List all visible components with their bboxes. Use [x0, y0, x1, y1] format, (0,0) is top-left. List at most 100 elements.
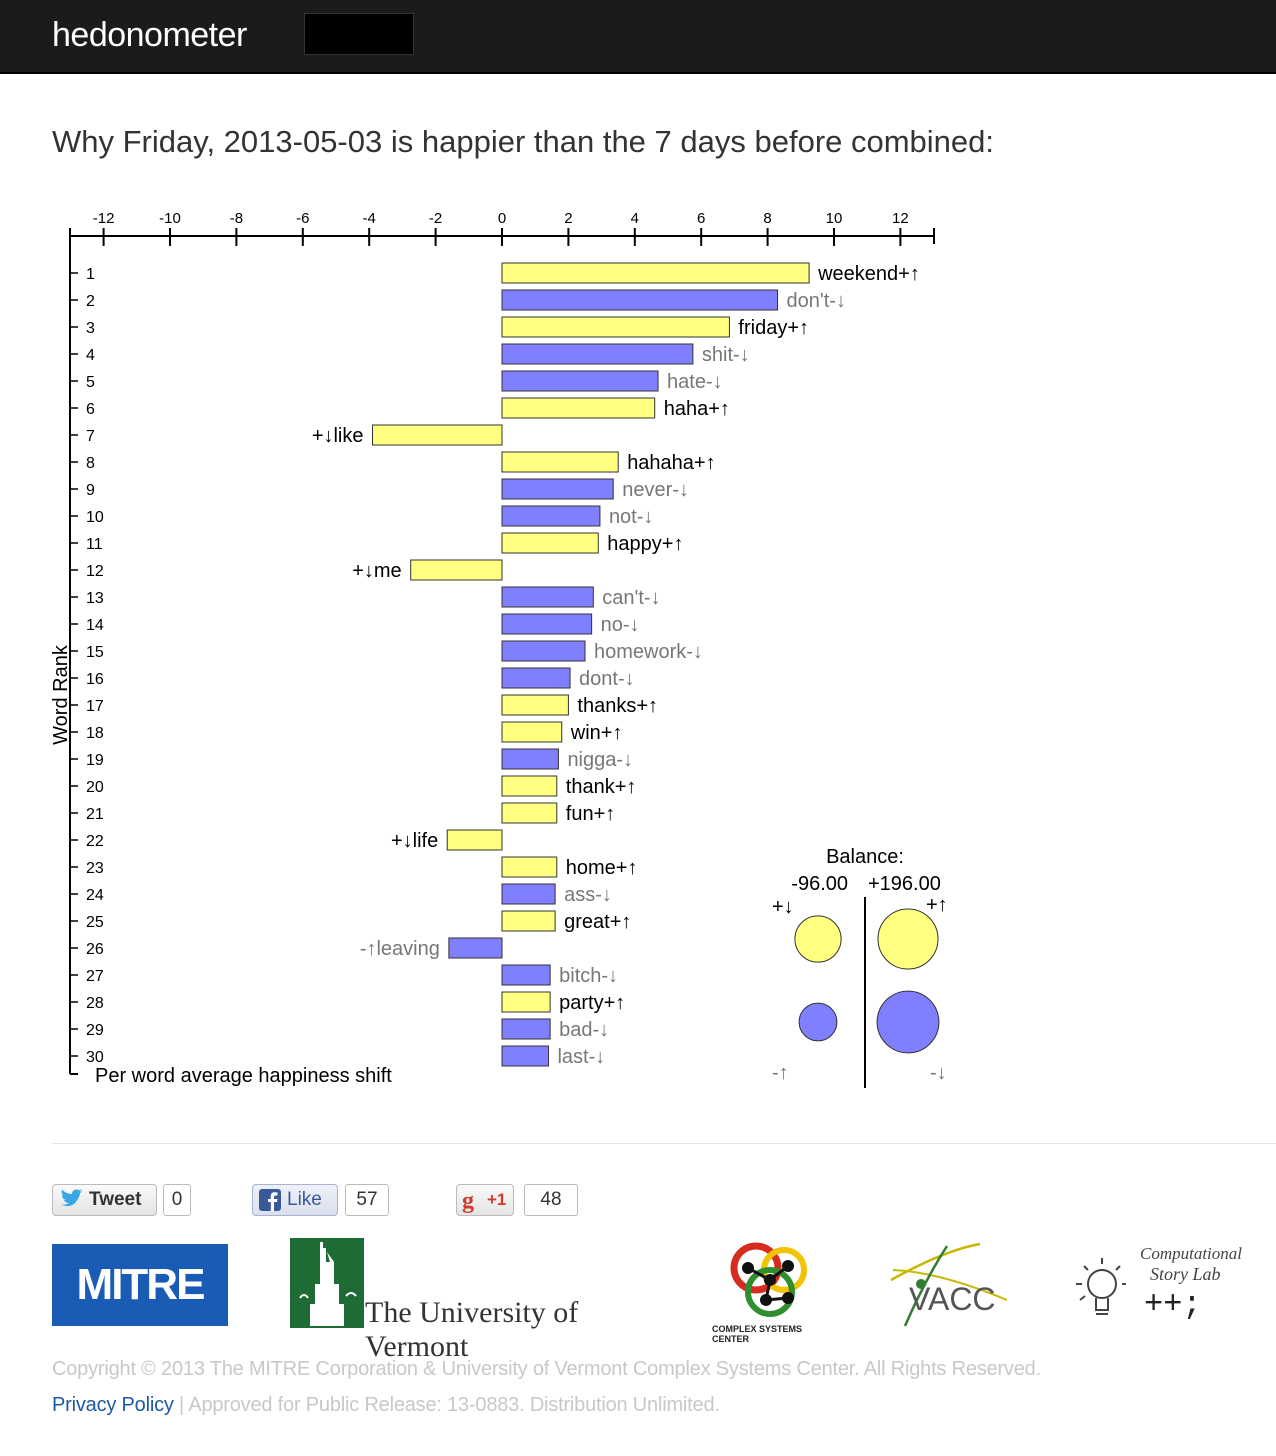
footer-release-line: Privacy Policy | Approved for Public Rel…	[52, 1394, 720, 1417]
word-bar	[501, 991, 551, 1013]
word-bar	[501, 613, 593, 635]
brand-link[interactable]: hedonometer	[52, 16, 247, 54]
rank-label: 25	[86, 914, 104, 931]
mitre-logo[interactable]: MITRE	[52, 1244, 228, 1326]
csc-logo[interactable]: COMPLEX SYSTEMS CENTER	[712, 1240, 837, 1344]
google-g-icon: g	[462, 1188, 474, 1214]
rank-label: 10	[86, 509, 104, 526]
rank-label: 19	[86, 752, 104, 769]
word-bar	[501, 748, 559, 770]
uvm-wordmark: The University of Vermont	[365, 1296, 579, 1363]
word-bar	[501, 721, 563, 743]
rank-label: 17	[86, 698, 104, 715]
nav-date-box[interactable]	[304, 13, 414, 55]
word-bar	[501, 883, 556, 905]
balance-positive-total: +196.00	[868, 873, 941, 895]
balance-circle-plus-up	[877, 908, 939, 970]
rank-label: 30	[86, 1049, 104, 1066]
plusone-count: 48	[524, 1184, 578, 1216]
x-tick-label: -8	[230, 210, 243, 227]
x-tick-label: 4	[631, 210, 639, 227]
word-bar	[501, 640, 586, 662]
word-label: -↑leaving	[360, 938, 440, 960]
rank-label: 3	[86, 320, 95, 337]
csl-title-line2: Story Lab	[1150, 1264, 1221, 1284]
word-label: happy+↑	[607, 533, 683, 555]
word-label: no-↓	[601, 614, 640, 636]
word-label: shit-↓	[702, 344, 750, 366]
like-count: 57	[345, 1184, 389, 1216]
x-tick-label: 8	[763, 210, 771, 227]
x-tick-label: 10	[826, 210, 843, 227]
rank-label: 16	[86, 671, 104, 688]
balance-title: Balance:	[826, 846, 904, 868]
x-tick-label: 6	[697, 210, 705, 227]
twitter-bird-icon	[61, 1189, 83, 1207]
x-tick-label: 2	[564, 210, 572, 227]
word-bar	[446, 829, 503, 851]
vacc-logo[interactable]: VACC	[885, 1240, 1015, 1332]
balance-plus-down-label: +↓	[772, 896, 794, 918]
balance-minus-up-label: -↑	[772, 1062, 789, 1084]
word-bar	[501, 262, 810, 284]
rank-label: 7	[86, 428, 95, 445]
csc-network-icon	[730, 1242, 807, 1317]
rank-label: 8	[86, 455, 95, 472]
tweet-count: 0	[163, 1184, 191, 1216]
x-tick-label: -12	[93, 210, 115, 227]
rank-label: 13	[86, 590, 104, 607]
like-button[interactable]: Like	[252, 1184, 338, 1216]
word-label: never-↓	[622, 479, 689, 501]
word-label: +↓life	[391, 830, 438, 852]
word-label: last-↓	[557, 1046, 605, 1068]
word-label: +↓like	[312, 425, 364, 447]
like-label: Like	[287, 1189, 322, 1210]
word-bar	[501, 478, 614, 500]
tweet-button[interactable]: Tweet	[52, 1184, 157, 1216]
balance-circle-plus-down	[794, 915, 842, 963]
word-bar	[501, 910, 556, 932]
x-tick-label: 12	[892, 210, 909, 227]
word-bar	[372, 424, 503, 446]
copyright-text: Copyright © 2013 The MITRE Corporation &…	[52, 1358, 1041, 1380]
uvm-tower-icon	[290, 1238, 364, 1328]
uvm-logo[interactable]: The University of Vermont	[290, 1238, 670, 1363]
word-bar	[501, 964, 551, 986]
word-bar	[501, 451, 619, 473]
word-label: bad-↓	[559, 1019, 609, 1041]
word-label: bitch-↓	[559, 965, 618, 987]
plusone-button[interactable]: g +1	[456, 1184, 514, 1216]
rank-label: 21	[86, 806, 104, 823]
facebook-icon	[259, 1189, 281, 1211]
word-label: nigga-↓	[567, 749, 633, 771]
word-bar	[501, 694, 569, 716]
word-bar	[501, 1018, 551, 1040]
lightbulb-icon	[1076, 1258, 1126, 1315]
x-tick-label: -2	[429, 210, 442, 227]
privacy-policy-link[interactable]: Privacy Policy	[52, 1394, 174, 1416]
vacc-text: VACC	[909, 1281, 996, 1317]
word-label: +↓me	[352, 560, 401, 582]
computational-story-lab-logo[interactable]: Computational Story Lab ++;	[1068, 1244, 1242, 1334]
rank-label: 28	[86, 995, 104, 1012]
y-axis-label: Word Rank	[50, 644, 72, 745]
rank-label: 4	[86, 347, 95, 364]
word-bar	[501, 802, 558, 824]
rank-label: 15	[86, 644, 104, 661]
word-bar	[448, 937, 503, 959]
word-label: dont-↓	[579, 668, 635, 690]
word-label: friday+↑	[738, 317, 809, 339]
rank-label: 9	[86, 482, 95, 499]
word-label: home+↑	[566, 857, 638, 879]
word-bar	[501, 532, 599, 554]
word-bar	[501, 289, 779, 311]
word-label: not-↓	[609, 506, 653, 528]
rank-label: 18	[86, 725, 104, 742]
x-tick-label: -6	[296, 210, 309, 227]
word-bar	[501, 856, 558, 878]
rank-label: 24	[86, 887, 104, 904]
rank-label: 2	[86, 293, 95, 310]
rank-label: 26	[86, 941, 104, 958]
balance-negative-total: -96.00	[791, 873, 848, 895]
word-label: haha+↑	[664, 398, 730, 420]
